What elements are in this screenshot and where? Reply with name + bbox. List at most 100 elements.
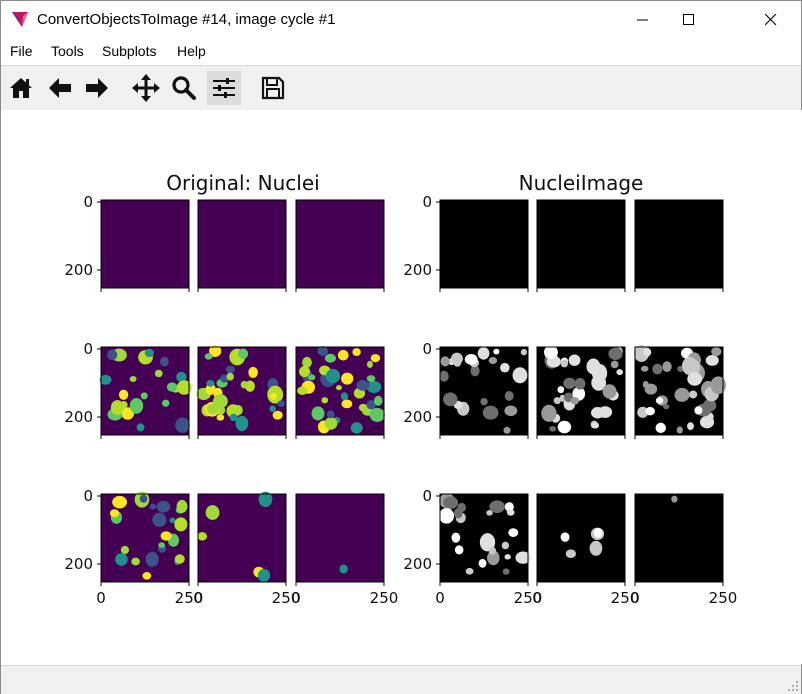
nucleus-blob xyxy=(120,545,130,555)
subplot-grid: Original: Nuclei NucleiImage 02000200020… xyxy=(64,171,737,607)
nucleus-blob xyxy=(504,405,518,417)
panel-frame xyxy=(634,493,724,583)
nucleus-blob xyxy=(655,422,666,434)
configure-subplots-button[interactable] xyxy=(207,71,241,105)
nucleus-blob xyxy=(142,571,152,580)
nucleus-blob xyxy=(110,400,124,416)
nucleus-blob xyxy=(543,345,558,360)
nucleus-blob xyxy=(109,509,120,518)
y-tick-label: 200 xyxy=(64,408,93,426)
nucleus-blob xyxy=(145,551,159,568)
nucleus-blob xyxy=(325,368,341,384)
menu-help[interactable]: Help xyxy=(177,43,206,59)
nucleus-blob xyxy=(337,349,349,361)
zoom-button[interactable] xyxy=(167,71,201,105)
nucleus-blob xyxy=(216,414,225,421)
nucleus-blob xyxy=(465,567,474,575)
nucleus-blob xyxy=(591,363,608,383)
nucleus-blob xyxy=(464,354,478,365)
nucleus-blob xyxy=(616,369,623,376)
nucleus-blob xyxy=(610,360,619,369)
forward-arrow-icon xyxy=(86,78,108,98)
nucleus-blob xyxy=(501,541,510,550)
nucleus-blob xyxy=(229,413,238,422)
x-tick-label: 250 xyxy=(272,589,301,607)
nucleus-blob xyxy=(369,407,385,422)
nucleus-blob xyxy=(152,512,167,528)
nucleus-blob xyxy=(205,505,220,520)
panel-frame xyxy=(439,493,529,583)
nucleus-blob xyxy=(257,568,271,583)
nucleus-blob xyxy=(504,390,514,401)
nucleus-blob xyxy=(655,397,664,404)
nucleus-blob xyxy=(439,370,449,382)
figure-canvas[interactable]: Original: Nuclei NucleiImage 0 200 0 200 0 20… xyxy=(2,110,802,664)
pan-button[interactable] xyxy=(129,71,163,105)
subplot-panel xyxy=(634,199,724,292)
minimize-button[interactable] xyxy=(620,1,666,39)
nucleus-blob xyxy=(121,407,135,420)
close-icon xyxy=(765,14,777,26)
nucleus-blob xyxy=(687,422,694,431)
nucleus-blob xyxy=(674,387,690,402)
menu-subplots[interactable]: Subplots xyxy=(102,43,157,59)
nucleus-blob xyxy=(226,372,235,381)
status-bar xyxy=(1,665,801,694)
configure-subplots-icon xyxy=(213,78,235,98)
nucleus-blob xyxy=(162,399,170,407)
subplot-panel: 0 200 xyxy=(403,193,529,292)
nucleus-blob xyxy=(374,395,383,406)
x-tick-label: 0 xyxy=(291,589,301,607)
nucleus-blob xyxy=(602,384,617,399)
nucleus-blob xyxy=(553,397,561,405)
nucleus-blob xyxy=(549,425,557,432)
subplot-panel xyxy=(536,345,626,439)
subplot-panel xyxy=(196,345,287,439)
x-tick-label: 0 xyxy=(630,589,640,607)
back-button[interactable] xyxy=(43,71,77,105)
nucleus-blob xyxy=(563,377,576,389)
nucleus-blob xyxy=(591,422,600,429)
subplot-panel xyxy=(633,344,727,439)
nucleus-blob xyxy=(699,415,715,429)
nucleus-blob xyxy=(324,417,338,430)
nucleus-blob xyxy=(486,509,493,516)
nucleus-blob xyxy=(366,380,382,394)
nucleus-blob xyxy=(326,410,335,419)
nucleus-blob xyxy=(160,356,169,367)
nucleus-blob xyxy=(438,508,455,524)
maximize-icon xyxy=(683,14,694,25)
subplot-panel: 0 250 xyxy=(532,493,639,607)
nucleus-blob xyxy=(470,365,480,377)
close-button[interactable] xyxy=(748,1,794,39)
forward-button[interactable] xyxy=(80,71,114,105)
nucleus-blob xyxy=(204,353,213,360)
menu-tools[interactable]: Tools xyxy=(51,43,84,59)
nucleus-blob xyxy=(297,386,308,395)
nucleus-blob xyxy=(144,348,154,358)
nucleus-blob xyxy=(642,381,649,388)
nucleus-blob xyxy=(166,382,178,392)
panel-frame xyxy=(536,199,626,289)
nucleus-blob xyxy=(340,392,349,401)
y-tick-label: 200 xyxy=(403,555,432,573)
nucleus-blob xyxy=(574,377,586,390)
nucleus-blob xyxy=(512,367,528,384)
nucleus-blob xyxy=(478,558,487,568)
nucleus-blob xyxy=(158,542,165,549)
resize-grip-icon[interactable] xyxy=(787,680,799,692)
maximize-button[interactable] xyxy=(666,1,712,39)
nucleus-blob xyxy=(258,491,273,507)
nucleus-blob xyxy=(131,557,141,566)
y-tick-label: 200 xyxy=(64,261,93,279)
nucleus-blob xyxy=(570,397,580,405)
x-tick-label: 0 xyxy=(96,589,106,607)
menu-file[interactable]: File xyxy=(10,43,33,59)
nucleus-blob xyxy=(482,405,499,420)
y-tick-label: 0 xyxy=(83,193,93,211)
minimize-icon xyxy=(637,19,648,21)
nucleus-blob xyxy=(684,359,701,377)
save-button[interactable] xyxy=(256,71,290,105)
home-button[interactable] xyxy=(4,71,38,105)
nucleus-blob xyxy=(479,533,496,552)
